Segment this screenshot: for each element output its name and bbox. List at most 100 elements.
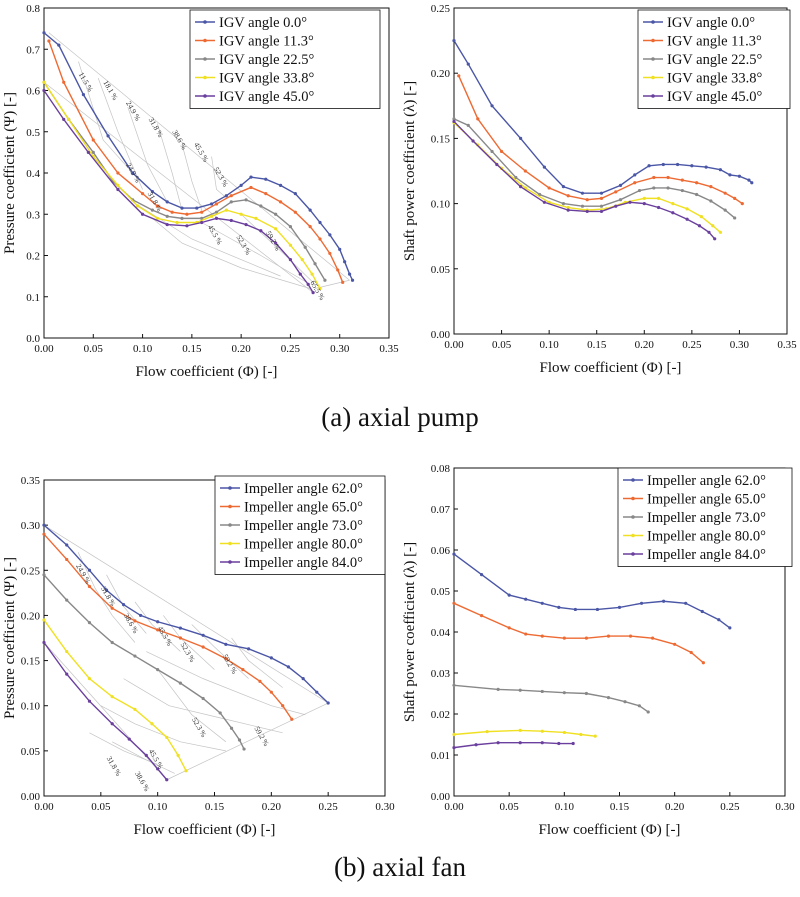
data-point xyxy=(328,233,332,237)
data-point xyxy=(666,186,670,190)
efficiency-contour xyxy=(132,201,281,277)
data-point xyxy=(728,173,732,177)
data-point xyxy=(566,205,570,210)
data-point xyxy=(617,605,622,609)
data-point xyxy=(507,626,511,630)
data-point xyxy=(507,593,511,597)
x-axis-label: Flow coefficient (Φ) [-] xyxy=(136,364,278,380)
data-point xyxy=(671,211,675,215)
data-point xyxy=(237,738,242,742)
data-point xyxy=(343,260,347,264)
x-tick-label: 0.00 xyxy=(444,801,464,813)
data-point xyxy=(661,162,665,167)
data-point xyxy=(116,183,120,187)
data-point xyxy=(452,732,456,737)
data-point xyxy=(87,621,92,625)
data-point xyxy=(723,191,727,195)
data-point xyxy=(254,216,258,220)
data-point xyxy=(733,196,737,200)
data-point xyxy=(81,93,86,97)
data-point xyxy=(614,190,618,194)
data-point xyxy=(57,43,61,47)
efficiency-contour xyxy=(100,705,226,752)
data-point xyxy=(274,227,278,231)
data-point xyxy=(642,202,646,206)
legend-label: IGV angle 45.0° xyxy=(219,89,315,105)
data-point xyxy=(281,704,285,708)
legend-marker xyxy=(651,57,655,61)
y-tick-label: 0.00 xyxy=(431,329,451,341)
data-point xyxy=(165,200,169,204)
efficiency-label: 31.8 % xyxy=(105,755,123,778)
data-point xyxy=(87,568,92,572)
data-point xyxy=(201,633,205,637)
efficiency-label: 45.5 % xyxy=(156,625,174,648)
x-tick-label: 0.05 xyxy=(492,339,512,351)
data-point xyxy=(562,730,566,735)
data-point xyxy=(675,162,680,167)
data-point xyxy=(140,192,145,196)
x-tick-label: 0.15 xyxy=(587,339,607,351)
data-point xyxy=(288,225,293,229)
data-point xyxy=(301,677,305,681)
data-point xyxy=(474,743,478,747)
data-point xyxy=(584,691,588,696)
data-point xyxy=(239,212,243,216)
data-point xyxy=(656,196,661,200)
y-tick-label: 0.20 xyxy=(431,68,451,80)
data-point xyxy=(116,187,120,192)
data-point xyxy=(178,626,182,630)
x-tick-label: 0.35 xyxy=(777,339,797,351)
x-tick-label: 0.10 xyxy=(540,339,560,351)
data-point xyxy=(328,251,332,256)
data-point xyxy=(278,183,283,187)
y-tick-label: 0.05 xyxy=(431,586,451,598)
series-line xyxy=(453,602,704,664)
data-point xyxy=(566,208,570,212)
data-point xyxy=(244,198,248,202)
series-line xyxy=(43,524,329,704)
data-point xyxy=(201,645,205,649)
data-point xyxy=(209,202,214,206)
efficiency-label: 24.9 % xyxy=(124,99,142,122)
data-point xyxy=(452,119,456,124)
legend-marker xyxy=(228,541,232,546)
data-point xyxy=(671,202,675,206)
data-point xyxy=(652,186,656,190)
data-point xyxy=(452,39,456,43)
data-point xyxy=(224,642,228,646)
legend-box xyxy=(189,9,381,109)
data-point xyxy=(264,177,268,181)
data-point xyxy=(303,245,307,249)
x-tick-label: 0.05 xyxy=(84,343,104,355)
efficiency-label: 59.2 % xyxy=(253,725,271,748)
data-point xyxy=(150,208,155,212)
data-point xyxy=(338,247,342,251)
data-point xyxy=(42,31,46,35)
legend-label: IGV angle 22.5° xyxy=(219,52,315,68)
data-point xyxy=(737,174,742,178)
data-point xyxy=(547,186,551,190)
legend-label: IGV angle 11.3° xyxy=(219,34,314,50)
data-point xyxy=(662,599,666,603)
x-tick-label: 0.15 xyxy=(182,343,202,355)
legend-box xyxy=(617,467,793,567)
legend-label: IGV angle 0.0° xyxy=(667,15,755,31)
data-point xyxy=(110,695,114,699)
y-tick-label: 0.15 xyxy=(431,133,451,145)
y-tick-label: 0.7 xyxy=(26,44,40,56)
data-point xyxy=(699,215,703,219)
data-point xyxy=(311,291,315,295)
data-point xyxy=(185,224,189,228)
x-tick-label: 0.15 xyxy=(610,801,630,813)
data-point xyxy=(496,687,500,691)
data-point xyxy=(224,657,228,661)
data-point xyxy=(242,747,246,751)
data-point xyxy=(110,722,114,726)
data-point xyxy=(519,136,523,140)
x-tick-label: 0.20 xyxy=(635,339,655,351)
legend-marker xyxy=(651,38,655,43)
data-point xyxy=(606,634,611,638)
x-tick-label: 0.10 xyxy=(133,343,153,355)
data-point xyxy=(264,192,268,196)
